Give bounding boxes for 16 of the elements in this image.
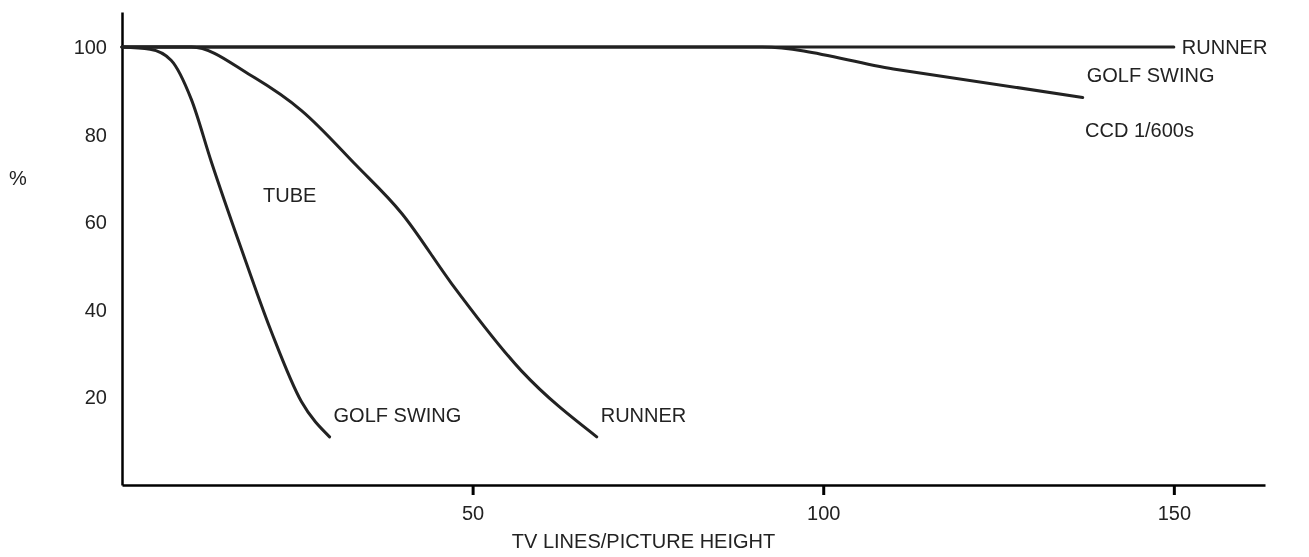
- annotation: TUBE: [263, 184, 317, 206]
- x-tick-label: 50: [461, 502, 485, 524]
- series-label: GOLF SWING: [1086, 64, 1215, 87]
- y-tick-label: 20: [84, 386, 107, 409]
- series-label: RUNNER: [600, 403, 687, 426]
- y-tick-label: 80: [84, 123, 107, 146]
- y-tick-label: 100: [73, 35, 107, 58]
- series-label: GOLF SWING: [333, 403, 462, 426]
- y-axis-title: %: [9, 167, 28, 190]
- series-label: RUNNER: [1181, 36, 1268, 59]
- x-axis-title: TV LINES/PICTURE HEIGHT: [511, 530, 776, 552]
- x-tick-label: 100: [807, 502, 841, 524]
- annotation: CCD 1/600s: [1085, 119, 1194, 141]
- y-tick-label: 60: [84, 211, 107, 234]
- y-tick-label: 40: [84, 298, 107, 321]
- x-tick-label: 150: [1157, 502, 1192, 524]
